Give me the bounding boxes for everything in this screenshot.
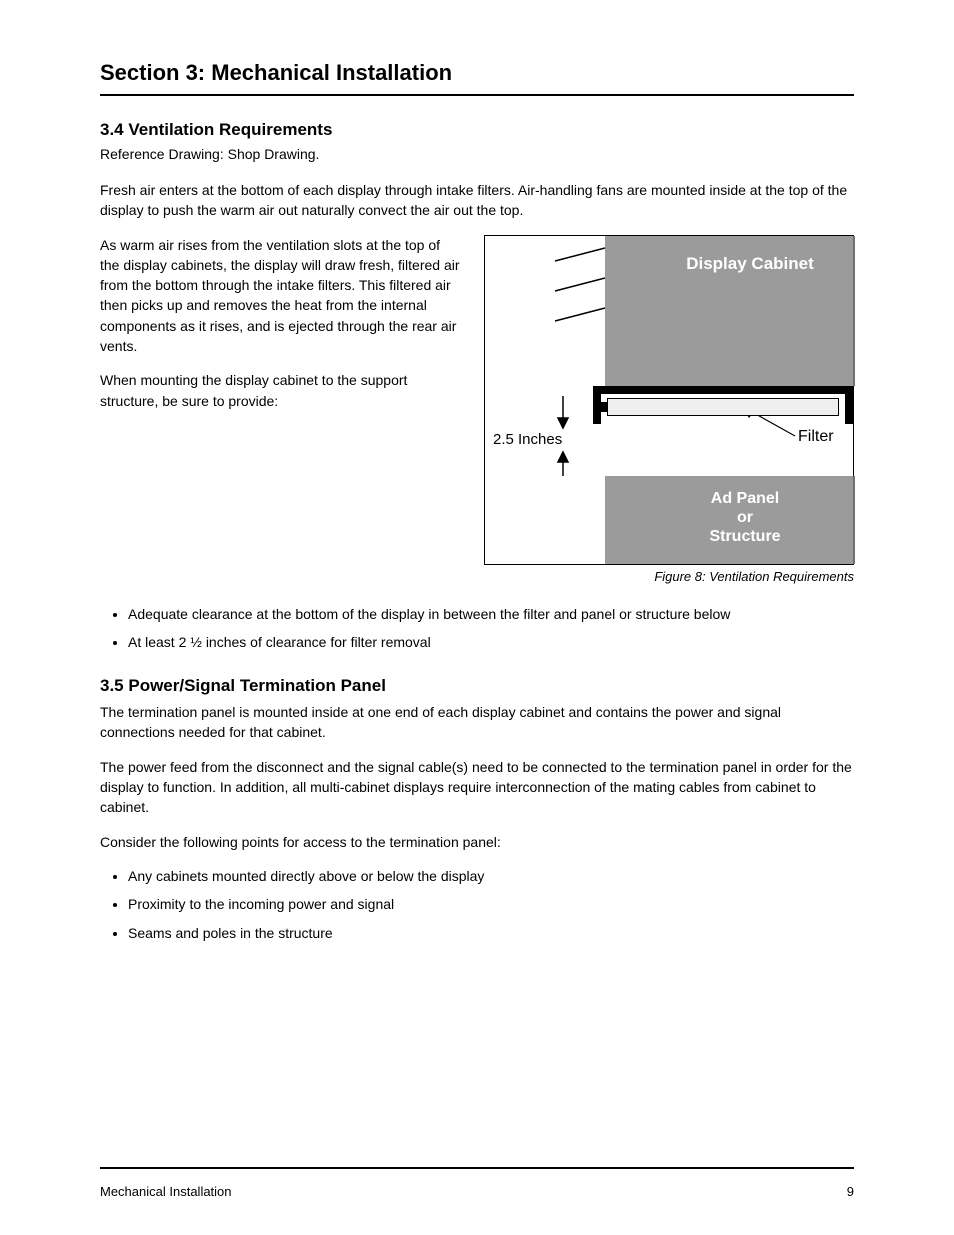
list-item: Proximity to the incoming power and sign… bbox=[128, 894, 854, 914]
ventilation-row: As warm air rises from the ventilation s… bbox=[100, 235, 854, 584]
power-p3: Consider the following points for access… bbox=[100, 832, 854, 852]
ventilation-p2: As warm air rises from the ventilation s… bbox=[100, 235, 460, 357]
footer-left: Mechanical Installation bbox=[100, 1184, 232, 1199]
bracket-top bbox=[593, 386, 853, 394]
filter-label: Filter bbox=[798, 428, 834, 446]
power-bullets: Any cabinets mounted directly above or b… bbox=[128, 866, 854, 943]
footer-rule bbox=[100, 1167, 854, 1169]
power-p1: The termination panel is mounted inside … bbox=[100, 702, 854, 743]
power-heading: 3.5 Power/Signal Termination Panel bbox=[100, 676, 854, 696]
page-footer: Mechanical Installation 9 bbox=[100, 1184, 854, 1199]
ventilation-p3: When mounting the display cabinet to the… bbox=[100, 370, 460, 411]
section-title: Section 3: Mechanical Installation bbox=[100, 60, 854, 86]
ventilation-reference: Reference Drawing: Shop Drawing. bbox=[100, 146, 854, 162]
gap-label: 2.5 Inches bbox=[493, 431, 562, 448]
ventilation-bullets: Adequate clearance at the bottom of the … bbox=[128, 604, 854, 653]
bracket-right bbox=[845, 386, 853, 424]
footer-right: 9 bbox=[847, 1184, 854, 1199]
power-p2: The power feed from the disconnect and t… bbox=[100, 757, 854, 818]
list-item: Any cabinets mounted directly above or b… bbox=[128, 866, 854, 886]
filter-box bbox=[607, 398, 839, 416]
ad-panel-label: Ad Panel or Structure bbox=[665, 489, 825, 547]
figure-caption: Figure 8: Ventilation Requirements bbox=[484, 569, 854, 584]
cabinet-label: Display Cabinet bbox=[670, 254, 830, 274]
ventilation-figure: Display Cabinet 2.5 Inches Filter bbox=[484, 235, 854, 565]
ventilation-heading: 3.4 Ventilation Requirements bbox=[100, 120, 854, 140]
list-item: At least 2 ½ inches of clearance for fil… bbox=[128, 632, 854, 652]
header-rule bbox=[100, 94, 854, 96]
list-item: Seams and poles in the structure bbox=[128, 923, 854, 943]
list-item: Adequate clearance at the bottom of the … bbox=[128, 604, 854, 624]
ventilation-p1: Fresh air enters at the bottom of each d… bbox=[100, 180, 854, 221]
